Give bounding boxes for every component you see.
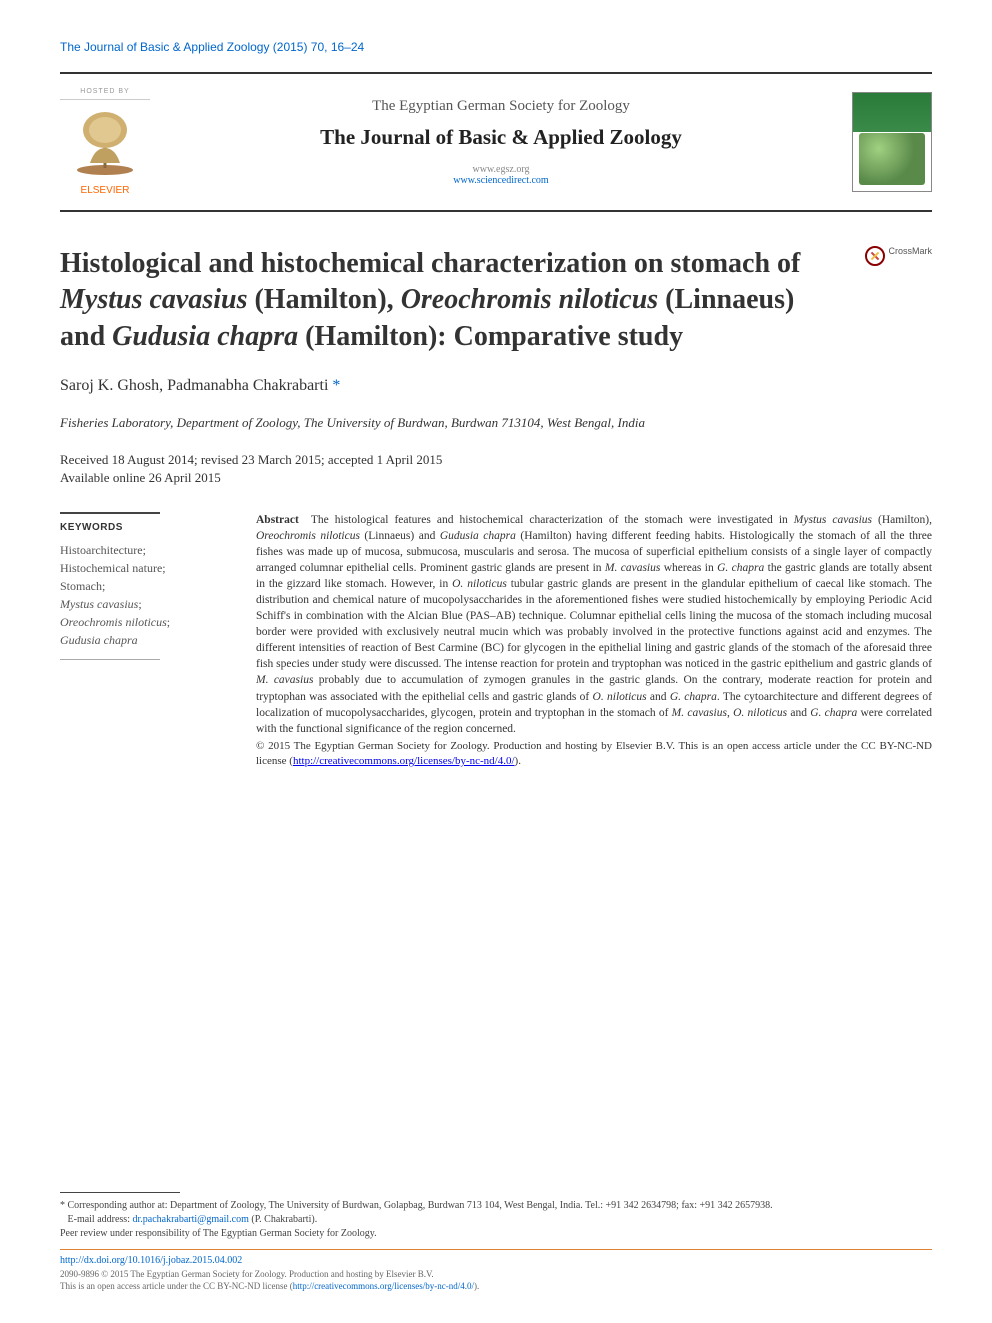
abstract-text: The histological features and histochemi… [256,514,932,735]
society-link[interactable]: www.egsz.org [170,164,832,175]
abstract: Abstract The histological features and h… [256,512,932,770]
running-head: The Journal of Basic & Applied Zoology (… [60,40,932,54]
crossmark-icon [865,246,885,266]
issn-copyright: 2090-9896 © 2015 The Egyptian German Soc… [60,1268,932,1293]
keywords-rule-top [60,512,160,514]
society-name: The Egyptian German Society for Zoology [170,98,832,115]
crossmark-badge[interactable]: CrossMark [865,246,932,355]
email-link[interactable]: dr.pachakrabarti@gmail.com [132,1214,248,1225]
corresponding-author: * Corresponding author at: Department of… [60,1199,932,1213]
abstract-label: Abstract [256,514,299,526]
article-title: Histological and histochemical character… [60,246,845,355]
affiliation: Fisheries Laboratory, Department of Zool… [60,415,932,431]
keywords-rule-bottom [60,659,160,660]
elsevier-logo [70,108,140,178]
online-date: Available online 26 April 2015 [60,469,932,487]
doi-rule [60,1249,932,1250]
footer: * Corresponding author at: Department of… [60,1192,932,1293]
peer-review-note: Peer review under responsibility of The … [60,1227,932,1241]
sciencedirect-link[interactable]: www.sciencedirect.com [170,175,832,186]
keywords-list: Histoarchitecture;Histochemical nature;S… [60,541,230,649]
article-dates: Received 18 August 2014; revised 23 Marc… [60,451,932,487]
crossmark-label: CrossMark [888,246,932,256]
doi-link[interactable]: http://dx.doi.org/10.1016/j.jobaz.2015.0… [60,1255,242,1266]
abstract-copyright: © 2015 The Egyptian German Society for Z… [256,739,932,770]
journal-name: The Journal of Basic & Applied Zoology [170,125,832,150]
hosted-by-label: HOSTED BY [60,88,150,100]
history-dates: Received 18 August 2014; revised 23 Marc… [60,451,932,469]
masthead-center: The Egyptian German Society for Zoology … [170,98,832,186]
journal-cover-thumbnail [852,92,932,192]
keywords-heading: KEYWORDS [60,522,230,533]
keywords-box: KEYWORDS Histoarchitecture;Histochemical… [60,512,230,770]
publisher-name: ELSEVIER [60,185,150,196]
email-line: E-mail address: dr.pachakrabarti@gmail.c… [60,1213,932,1227]
authors: Saroj K. Ghosh, Padmanabha Chakrabarti * [60,377,932,395]
footnote-rule [60,1192,180,1193]
publisher-box: HOSTED BY ELSEVIER [60,88,150,196]
masthead: HOSTED BY ELSEVIER The Egyptian German S… [60,72,932,212]
